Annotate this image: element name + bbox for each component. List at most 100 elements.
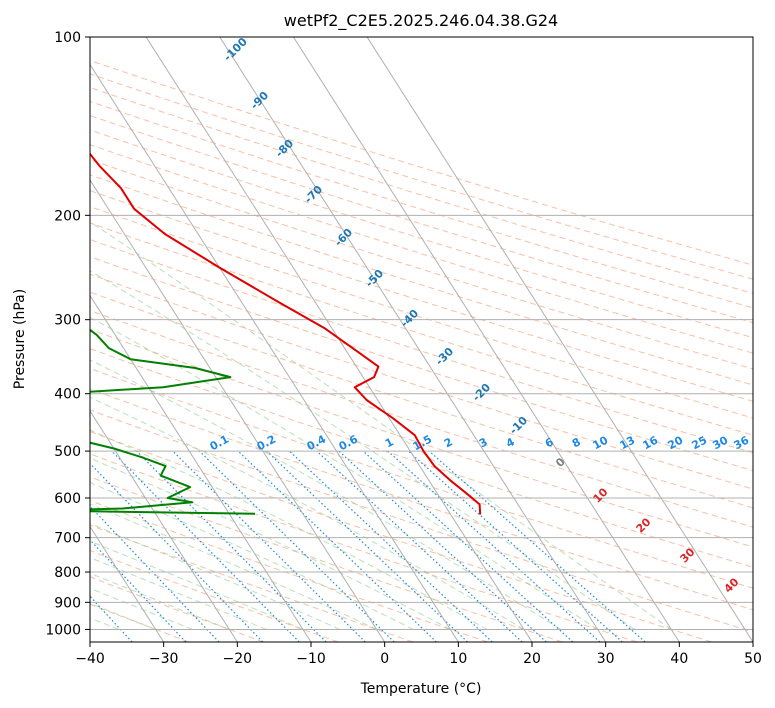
y-tick-label: 500 (54, 444, 81, 460)
mixing-ratio-line (136, 450, 327, 642)
mixing-ratio-label: 1 (383, 435, 396, 450)
dry-adiabat (90, 576, 264, 642)
isotherm-label: 10 (591, 485, 611, 505)
y-tick-label: 900 (54, 595, 81, 611)
isotherm-label: -50 (363, 267, 386, 290)
mixing-ratio-label: 30 (711, 433, 731, 452)
dry-adiabat (90, 174, 753, 386)
moist-adiabat (90, 270, 635, 630)
isotherm-label: -30 (433, 345, 456, 368)
y-tick-label: 400 (54, 387, 81, 403)
mixing-ratio-label: 0.6 (337, 432, 361, 453)
moist-adiabat (90, 482, 414, 630)
x-tick-label: 10 (449, 651, 467, 667)
isotherm-label: -90 (248, 89, 271, 112)
dry-adiabat (90, 348, 753, 568)
mixing-ratio-line (428, 450, 646, 642)
isotherm-label: -20 (470, 381, 493, 404)
isotherm-line (90, 525, 165, 642)
isotherm-label: -80 (273, 137, 296, 160)
mixing-ratio-line (90, 462, 264, 642)
dry-adiabat (90, 430, 712, 642)
isotherm-label: 30 (678, 545, 698, 565)
x-tick-label: −40 (75, 651, 105, 667)
y-tick-label: 300 (54, 313, 81, 329)
mixing-ratio-line (198, 450, 395, 642)
dry-adiabat (90, 549, 339, 642)
dry-adiabat (90, 73, 753, 280)
dry-adiabat (90, 256, 753, 472)
dry-adiabat (90, 367, 753, 589)
x-tick-label: −20 (223, 651, 253, 667)
y-tick-label: 100 (54, 30, 81, 46)
isotherm-line (292, 37, 680, 642)
isotherm-line (90, 63, 459, 642)
isotherm-label: -70 (302, 183, 325, 206)
dry-adiabat (90, 100, 753, 309)
isotherm-label: 0 (553, 455, 568, 470)
dry-adiabat (90, 222, 753, 436)
moist-adiabat (90, 557, 267, 630)
isotherm-line (145, 37, 533, 642)
dry-adiabat (90, 603, 189, 642)
mixing-ratio-label: 0.1 (208, 433, 231, 454)
mixing-ratio-label: 10 (591, 433, 611, 452)
isotherm-line (90, 179, 386, 642)
mixing-ratio-label: 3 (477, 435, 490, 450)
y-tick-label: 200 (54, 208, 81, 224)
temperature-profile (90, 152, 482, 515)
y-tick-label: 800 (54, 565, 81, 581)
moist-adiabat (90, 316, 598, 630)
moist-adiabat (90, 221, 672, 630)
isotherm-line (366, 37, 753, 642)
moist-adiabat (90, 503, 377, 630)
moist-adiabat (90, 429, 488, 630)
x-tick-label: 0 (380, 651, 389, 667)
mixing-ratio-line (111, 450, 300, 642)
dry-adiabat (90, 453, 638, 642)
mixing-ratio-line (172, 450, 366, 642)
mixing-ratio-line (237, 450, 437, 642)
moist-adiabat (90, 359, 562, 630)
isotherm-label: -100 (221, 35, 250, 64)
isotherm-label: 20 (634, 515, 654, 535)
dry-adiabat (90, 476, 563, 642)
plot-frame (89, 36, 754, 643)
dry-adiabat (90, 159, 753, 370)
dry-adiabat (90, 388, 753, 611)
dewpoint-profile (90, 328, 256, 515)
chart-title: wetPf2_C2E5.2025.246.04.38.G24 (284, 11, 558, 31)
isotherm-line (90, 410, 238, 642)
dry-adiabat (90, 206, 753, 419)
mixing-ratio-label: 16 (641, 433, 661, 452)
dry-adiabat (90, 273, 753, 490)
mixing-ratio-label: 0.4 (305, 432, 329, 453)
x-tick-label: −30 (149, 651, 179, 667)
mixing-ratio-label: 0.2 (255, 433, 278, 454)
moist-adiabat (90, 572, 230, 630)
mixing-ratio-label: 20 (666, 433, 686, 452)
mixing-ratio-line (362, 450, 574, 642)
dry-adiabat (90, 129, 753, 339)
mixing-ratio-label: 2 (442, 435, 455, 450)
moist-adiabat (90, 540, 304, 630)
y-tick-label: 700 (54, 531, 81, 547)
dry-adiabat (90, 87, 753, 294)
x-tick-label: 50 (744, 651, 762, 667)
mixing-ratio-label: 6 (543, 435, 556, 450)
y-axis-label: Pressure (hPa) (12, 289, 28, 389)
dry-adiabat (90, 409, 753, 633)
mixing-ratio-label: 13 (618, 434, 638, 453)
isotherm-line (219, 37, 607, 642)
moist-adiabat (90, 523, 340, 630)
y-tick-label: 1000 (45, 622, 81, 638)
mixing-ratio-line (338, 450, 547, 642)
x-axis-label: Temperature (°C) (360, 681, 482, 697)
x-tick-label: 30 (597, 651, 615, 667)
moist-adiabat (90, 457, 451, 630)
x-tick-label: 40 (670, 651, 688, 667)
x-tick-label: −10 (296, 651, 326, 667)
mixing-ratio-label: 25 (690, 434, 710, 453)
x-tick-label: 20 (523, 651, 541, 667)
isotherm-line (90, 294, 312, 642)
